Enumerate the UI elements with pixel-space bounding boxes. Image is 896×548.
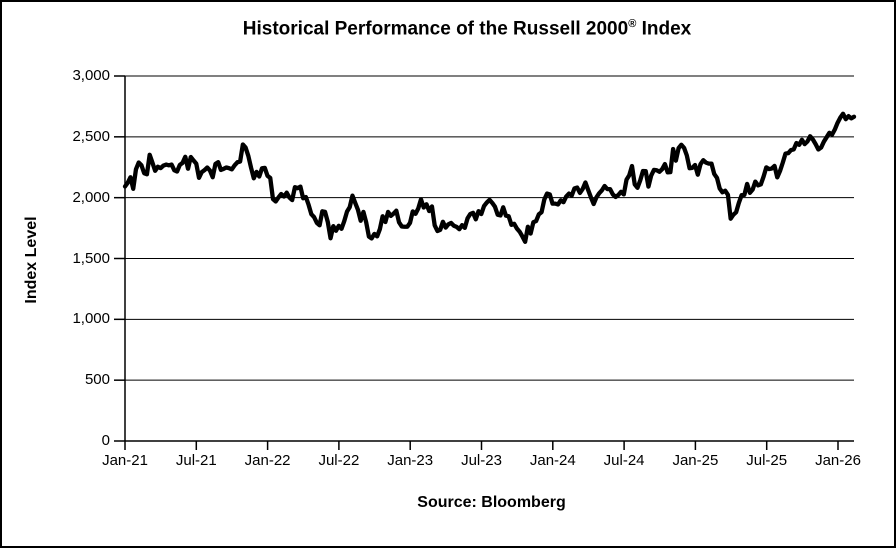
chart-title-suffix: Index <box>636 18 692 40</box>
x-tick-label: Jan-23 <box>387 452 434 469</box>
x-tick-label: Jul-21 <box>175 452 217 469</box>
x-tick-label: Jul-22 <box>318 452 360 469</box>
y-tick-label: 500 <box>84 371 110 389</box>
y-tick-label: 2,000 <box>72 188 110 206</box>
y-tick-label: 1,000 <box>72 310 110 328</box>
x-tick-label: Jul-24 <box>603 452 645 469</box>
registered-trademark-icon: ® <box>628 18 637 30</box>
x-tick-label: Jan-24 <box>529 452 576 469</box>
source-caption: Source: Bloomberg <box>417 494 566 511</box>
x-tick-label: Jan-21 <box>102 452 148 469</box>
chart-title: Historical Performance of the Russell 20… <box>42 18 892 40</box>
y-tick-label: 1,500 <box>72 249 110 267</box>
x-tick-label: Jan-25 <box>672 452 719 469</box>
russell-2000-series-line <box>122 111 857 244</box>
x-tick-label: Jan-26 <box>815 452 861 469</box>
x-tick-label: Jan-22 <box>244 452 291 469</box>
chart-title-text: Historical Performance of the Russell 20… <box>242 18 629 40</box>
y-tick-label: 0 <box>101 432 110 449</box>
y-tick-label: 3,000 <box>72 67 110 84</box>
y-tick-label: 2,500 <box>72 127 110 145</box>
x-tick-label: Jul-23 <box>461 452 502 469</box>
x-tick-label: Jul-25 <box>746 452 788 469</box>
